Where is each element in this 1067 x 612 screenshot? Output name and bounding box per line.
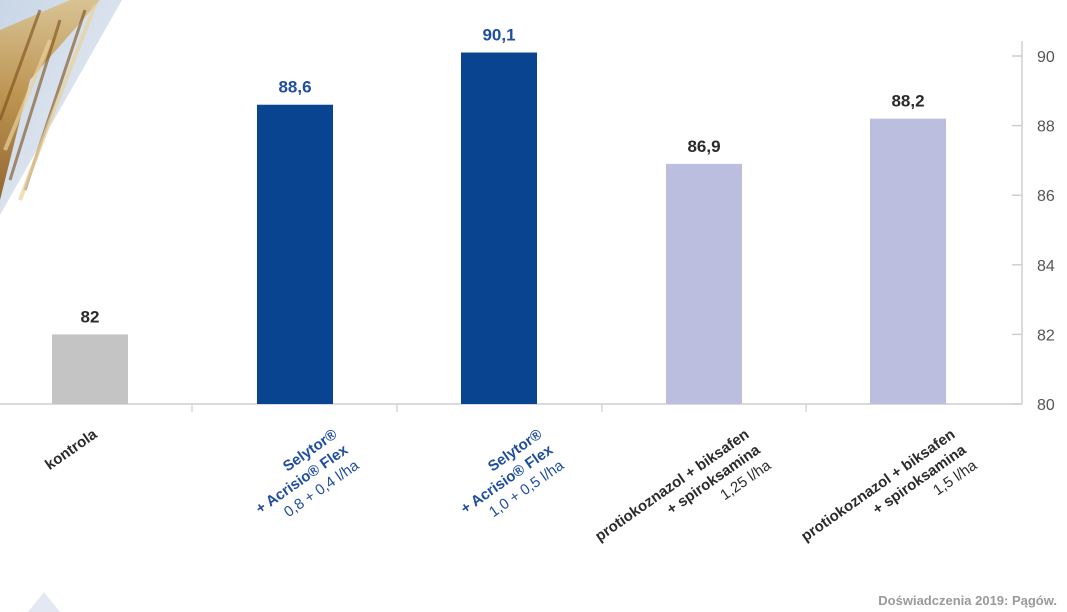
category-label-1: kontrola (42, 425, 101, 473)
y-tick-label-90: 90 (1037, 49, 1055, 66)
bar-4 (666, 163, 742, 404)
bars-layer (52, 52, 946, 405)
y-tick-label-88: 88 (1037, 119, 1055, 136)
value-label-2: 88,6 (278, 78, 311, 97)
y-tick-label-84: 84 (1037, 258, 1055, 275)
wheat-photo-corner (0, 0, 122, 215)
category-label-4: protiokoznazol + biksafen+ spiroksamina1… (592, 426, 775, 545)
bar-5 (870, 118, 946, 404)
y-tick-label-80: 80 (1037, 397, 1055, 414)
source-note: Doświadczenia 2019: Pągów. (878, 593, 1057, 608)
bar-2 (257, 104, 333, 404)
value-label-3: 90,1 (482, 26, 515, 45)
labels-layer: 82 88,6 90,1 86,9 88,2 (81, 26, 925, 327)
watermark-logo (28, 592, 60, 612)
value-label-4: 86,9 (687, 137, 720, 156)
value-label-1: 82 (81, 307, 100, 326)
y-tick-label-82: 82 (1037, 327, 1055, 344)
y-tick-label-86: 86 (1037, 188, 1055, 205)
bar-3 (461, 52, 537, 405)
value-label-5: 88,2 (891, 92, 924, 111)
category-1-line-1: kontrola (42, 425, 101, 473)
bar-1 (52, 334, 128, 404)
category-label-5: protiokoznazol + biksafen+ spiroksamina1… (798, 426, 981, 545)
